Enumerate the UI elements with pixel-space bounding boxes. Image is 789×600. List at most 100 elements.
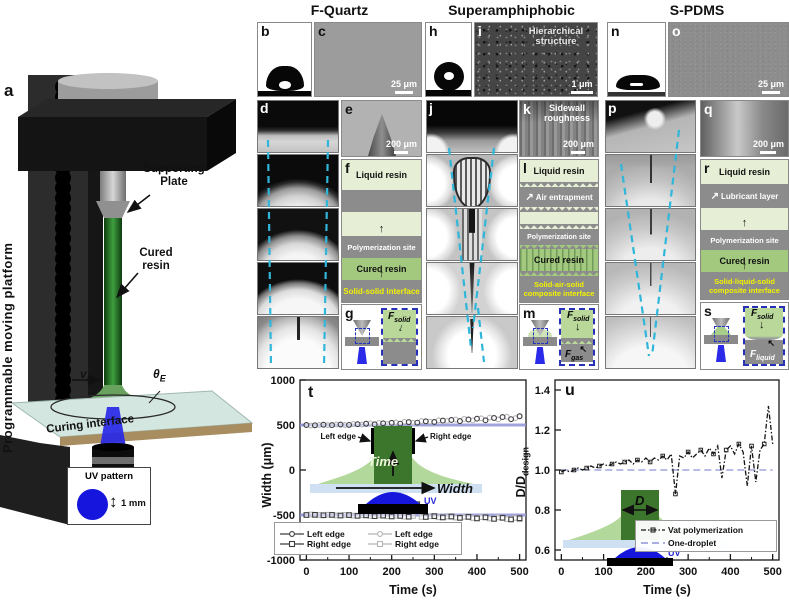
arrow-up-icon: ↑: [378, 268, 385, 280]
detachment-photo: [257, 154, 339, 207]
droplet-reflection: [444, 72, 454, 80]
rough-boundary: [520, 271, 598, 276]
arrow-down-icon: ↓: [575, 321, 581, 333]
detachment-photo: [605, 316, 696, 369]
panel-n-contact-angle: n: [607, 22, 666, 97]
resin-region: [383, 310, 416, 339]
substrate-line: [258, 91, 311, 96]
panel-r-schematic: r Liquid resin ↗ Lubricant layer ↑ Polymer…: [700, 159, 789, 300]
arrow-up-left-icon: ↖: [767, 338, 775, 348]
svg-text:0.6: 0.6: [535, 545, 550, 557]
svg-text:400: 400: [468, 566, 486, 578]
detachment-photo: [257, 100, 339, 153]
rough-interface: [561, 338, 593, 345]
f-liquid-label: Fliquid: [750, 349, 775, 363]
panel-d-sequence: d: [257, 100, 339, 372]
svg-text:1.2: 1.2: [535, 425, 550, 437]
svg-text:Time (s): Time (s): [643, 583, 691, 597]
panel-r-label: r: [704, 160, 710, 176]
printing-rig-illustration: [0, 73, 254, 525]
cured-slab: [342, 190, 421, 212]
panel-l-label: l: [523, 160, 527, 176]
zoom-region-box: [355, 328, 370, 344]
air-entrapment-layer: ↗ Air entrapment: [520, 187, 598, 207]
svg-text:500: 500: [510, 566, 528, 578]
panel-s-label: s: [704, 303, 712, 319]
tip-diagram: [523, 320, 557, 368]
resin-meniscus: [710, 327, 732, 336]
panel-b-contact-angle: b: [257, 22, 312, 97]
rough-boundary: [520, 182, 598, 187]
header-f-quartz: F-Quartz: [310, 2, 369, 18]
scalebar: 200 μm: [563, 139, 594, 154]
panel-e-sem: e 200 μm: [341, 100, 422, 157]
panel-c-sem: c 25 μm: [314, 22, 422, 97]
droplet-image: [616, 75, 660, 90]
y-axis-title: Width (μm): [260, 442, 274, 508]
svg-text:0: 0: [303, 566, 309, 578]
width-axis-callout: Width: [437, 481, 473, 496]
striped-resin-column: [453, 157, 491, 206]
tip-diagram: [704, 318, 738, 366]
detachment-photo: [426, 316, 518, 369]
liquid-resin-layer: Liquid resin: [701, 160, 788, 184]
vm-velocity-label: vm: [80, 367, 95, 384]
panel-o-label: o: [672, 23, 681, 39]
force-inset: Fsolid ↓ Fgas ↖: [559, 308, 595, 366]
panel-i-label: i: [478, 23, 482, 39]
platform-side-label: Programmable moving platform: [0, 242, 15, 453]
header-superamphiphobic: Superamphiphobic: [448, 2, 575, 18]
liquid-resin-layer: Liquid resin: [342, 160, 421, 190]
svg-text:1.0: 1.0: [535, 465, 550, 477]
panel-q-label: q: [704, 101, 713, 117]
scalebar: 1 μm: [571, 79, 593, 94]
resin-needle: [469, 263, 475, 313]
panel-m-schematic: m Fsolid ↓ Fgas ↖: [519, 304, 599, 370]
interface-layer: Solid-air-solid composite interface: [520, 276, 598, 302]
panel-j-label: j: [429, 100, 433, 116]
svg-text:0: 0: [289, 465, 295, 477]
plot-u-legend: Vat polymerization One-droplet: [635, 520, 777, 552]
legend-item: One-droplet: [641, 537, 717, 548]
rough-boundary: [520, 224, 598, 229]
interface-slab: [345, 337, 379, 346]
cured-resin-layer: Cured resin: [520, 249, 598, 271]
detachment-photo: [605, 208, 696, 261]
f-solid-label: Fsolid: [751, 308, 774, 322]
svg-text:Time (s): Time (s): [389, 583, 437, 597]
uv-callout: UV: [424, 496, 437, 506]
substrate-line: [426, 90, 471, 96]
panel-f-label: f: [345, 160, 350, 176]
double-arrow-icon: ↕: [109, 492, 118, 511]
panel-o-sem: o 25 μm: [668, 22, 789, 97]
plot-t-legend: Left edge Left edge Right edge Right edg…: [274, 522, 462, 555]
detachment-photo: [605, 262, 696, 315]
resin-region: [561, 310, 593, 339]
force-inset: Fsolid ↓ Fliquid ↖: [743, 306, 785, 366]
panel-a: a Programmable moving platform Supportin…: [0, 55, 254, 600]
scalebar: 200 μm: [753, 139, 784, 154]
solid-region: [383, 342, 416, 364]
polymerization-site-layer: ↑ Polymerization site: [342, 223, 421, 258]
plot-u-diameter-vs-time: 0 100 200 300 400 500 0.6 0.8 1.0 1.2 1.4 Time (s) …: [505, 372, 789, 600]
panel-g-label: g: [345, 305, 354, 321]
svg-text:1000: 1000: [271, 375, 295, 387]
svg-text:200: 200: [382, 566, 400, 578]
liquid-interface: [745, 333, 783, 341]
liquid-resin-layer: Liquid resin: [520, 160, 598, 182]
lubricant-layer: ↗ Lubricant layer: [701, 184, 788, 208]
panel-c-label: c: [318, 23, 326, 39]
uv-pattern-circle: [77, 489, 108, 520]
panel-s-schematic: s Fsolid ↓ Fliquid ↖: [700, 302, 789, 370]
panel-m-label: m: [523, 305, 536, 321]
arrow-up-icon: ↑: [741, 217, 748, 229]
panel-p-label: p: [608, 100, 617, 116]
left-edge-callout: Left edge: [320, 432, 356, 441]
cured-resin-label: Cured resin: [139, 247, 173, 273]
y-axis-title: D/Ddesign: [513, 446, 531, 498]
theta-e-label: θE: [153, 367, 166, 384]
polymerization-site-layer: Polymerization site: [520, 229, 598, 245]
panel-g-schematic: g Fsolid ↓: [341, 304, 422, 370]
panel-n-label: n: [611, 23, 620, 39]
right-edge-callout: Right edge: [430, 432, 472, 441]
